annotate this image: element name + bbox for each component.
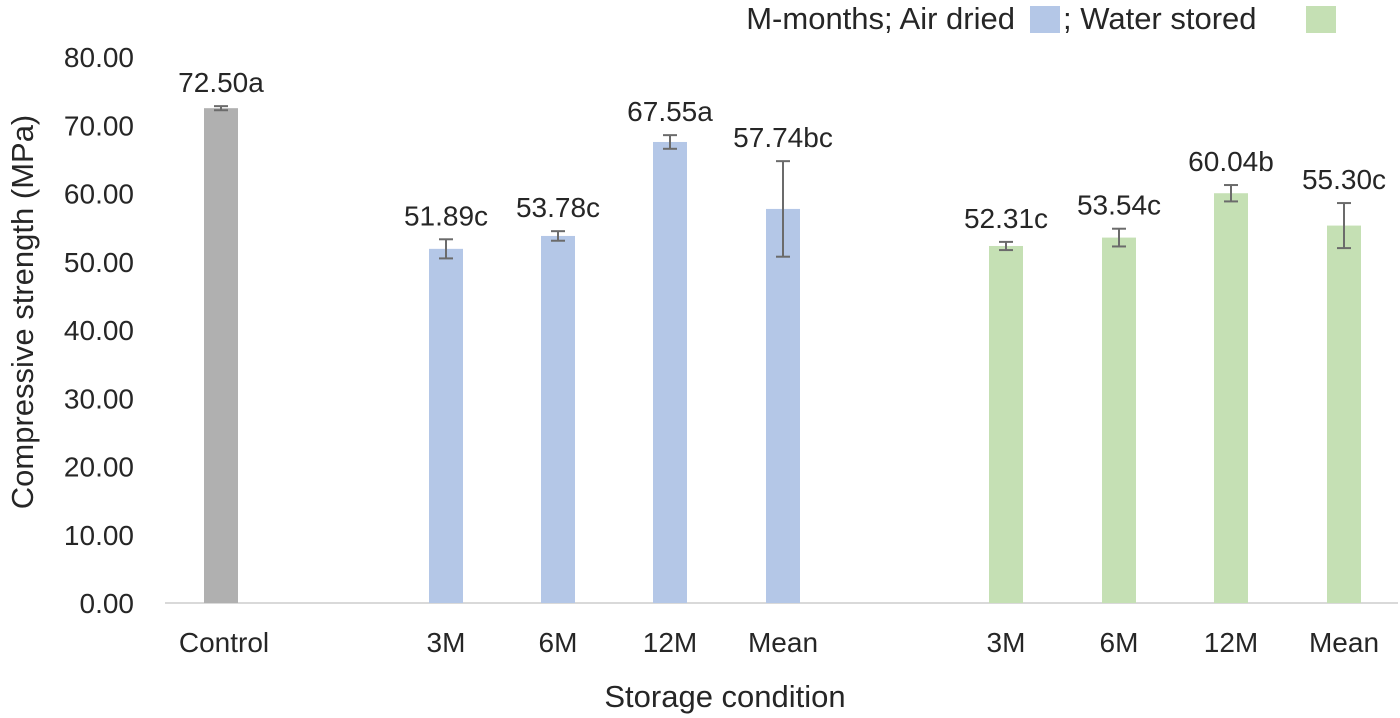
data-label: 60.04b [1188, 146, 1274, 177]
bar [766, 208, 800, 603]
bars-group [204, 108, 1361, 604]
data-labels-group: 72.50a 51.89c 53.78c 67.55a 57.74bc 52.31c 53.… [178, 67, 1386, 234]
y-axis-ticks: 0.00 10.00 20.00 30.00 40.00 50.00 60.00 70.00 8… [64, 42, 134, 619]
bar [429, 248, 463, 603]
data-label: 51.89c [404, 200, 488, 231]
y-tick-label: 10.00 [64, 520, 134, 551]
data-label: 72.50a [178, 67, 264, 98]
data-label: 57.74bc [733, 122, 833, 153]
x-tick-label: 3M [427, 627, 466, 658]
bar [1102, 237, 1136, 604]
y-tick-label: 50.00 [64, 247, 134, 278]
error-bar [1337, 202, 1351, 250]
bar [204, 108, 238, 603]
bar [989, 245, 1023, 603]
legend: M-months; Air dried ; Water stored [746, 1, 1336, 36]
error-bar [1224, 184, 1238, 203]
bar [653, 141, 687, 603]
x-axis-ticks: Control 3M 6M 12M Mean 3M 6M 12M Mean [179, 627, 1379, 658]
data-label: 52.31c [964, 203, 1048, 234]
y-tick-label: 80.00 [64, 42, 134, 73]
x-tick-label: Mean [1309, 627, 1379, 658]
y-tick-label: 30.00 [64, 383, 134, 414]
data-label: 67.55a [627, 96, 713, 127]
x-tick-label: Control [179, 627, 269, 658]
y-tick-label: 40.00 [64, 315, 134, 346]
bar [1327, 225, 1361, 603]
x-axis-title: Storage condition [604, 679, 845, 714]
y-tick-label: 0.00 [80, 588, 135, 619]
error-bar [663, 134, 677, 150]
x-tick-label: 12M [1204, 627, 1258, 658]
x-tick-label: 3M [987, 627, 1026, 658]
legend-sep-text: ; Water stored [1063, 1, 1257, 36]
bar [541, 235, 575, 603]
x-tick-label: 12M [643, 627, 697, 658]
x-tick-label: Mean [748, 627, 818, 658]
error-bar [439, 238, 453, 260]
x-tick-label: 6M [1100, 627, 1139, 658]
data-label: 53.78c [516, 192, 600, 223]
y-tick-label: 60.00 [64, 179, 134, 210]
data-label: 53.54c [1077, 190, 1161, 221]
error-bar [999, 240, 1013, 252]
legend-swatch-air-dried [1030, 6, 1060, 33]
error-bar [214, 105, 228, 112]
y-axis-title: Compressive strength (MPa) [5, 115, 40, 510]
legend-prefix-text: M-months; Air dried [746, 1, 1015, 36]
error-bar [1112, 227, 1126, 248]
bar [1214, 193, 1248, 604]
y-tick-label: 70.00 [64, 110, 134, 141]
error-bar [776, 160, 790, 258]
data-label: 55.30c [1302, 164, 1386, 195]
legend-swatch-water-stored [1306, 6, 1336, 33]
error-bar [551, 230, 565, 242]
error-bars-group [214, 105, 1351, 260]
x-tick-label: 6M [539, 627, 578, 658]
y-tick-label: 20.00 [64, 452, 134, 483]
